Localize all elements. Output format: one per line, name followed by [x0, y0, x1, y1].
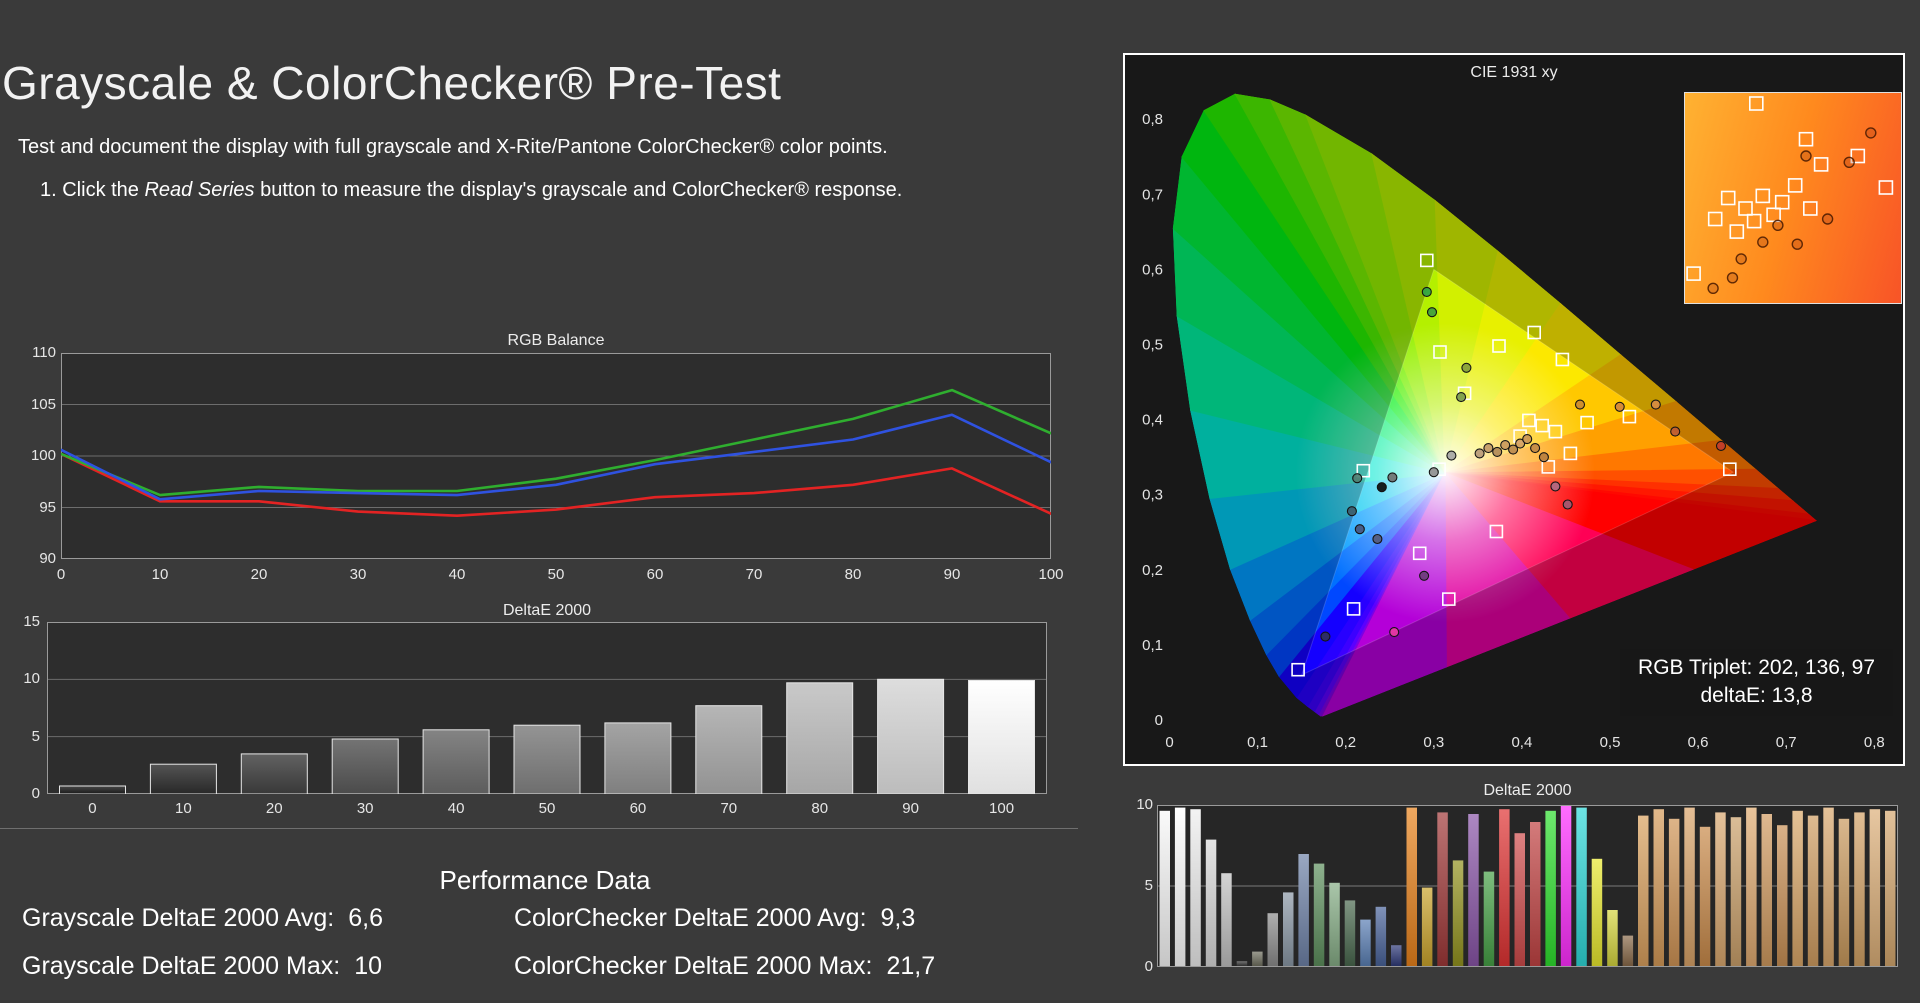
page-subtitle: Test and document the display with full …: [18, 136, 888, 158]
cie-inset-points: [1686, 96, 1894, 295]
grayscale-deltae-plot: [47, 622, 1047, 794]
cie-chart-panel: CIE 1931 xy 0 0,1 0,2 0,3 0,4 0,5 0,6 0,7 0,8 0 0,…: [1123, 53, 1905, 766]
cie-chart-title: CIE 1931 xy: [1470, 64, 1558, 81]
rgb-triplet-annotation: RGB Triplet: 202, 136, 97 deltaE: 13,8: [1620, 649, 1893, 716]
svg-text:0: 0: [1155, 712, 1163, 729]
svg-text:0,1: 0,1: [1142, 637, 1163, 654]
svg-text:0,2: 0,2: [1142, 562, 1163, 579]
stat-colorchecker-avg: ColorChecker DeltaE 2000 Avg: 9,3: [514, 904, 915, 933]
svg-text:0,3: 0,3: [1423, 734, 1444, 751]
instruction-prefix: 1. Click the: [40, 179, 145, 201]
page-title: Grayscale & ColorChecker® Pre-Test: [2, 57, 782, 109]
stat-grayscale-max-label: Grayscale DeltaE 2000 Max:: [22, 952, 341, 980]
svg-text:0,6: 0,6: [1142, 261, 1163, 278]
stat-colorchecker-avg-label: ColorChecker DeltaE 2000 Avg:: [514, 904, 867, 932]
svg-text:0,4: 0,4: [1142, 412, 1163, 429]
colorchecker-deltae-title: DeltaE 2000: [1483, 782, 1572, 799]
deltae-value: deltaE: 13,8: [1700, 684, 1813, 708]
performance-data-title: Performance Data: [439, 865, 651, 895]
svg-text:0,6: 0,6: [1688, 734, 1709, 751]
grayscale-deltae-chart: DeltaE 2000 15 10 5 0 0 10 20 30 40 50 60 70 80 90 100: [0, 602, 1100, 832]
read-series-reference: Read Series: [144, 179, 255, 201]
stat-colorchecker-max-label: ColorChecker DeltaE 2000 Max:: [514, 952, 873, 980]
svg-text:0: 0: [1165, 734, 1173, 751]
svg-text:0,5: 0,5: [1600, 734, 1621, 751]
colorchecker-deltae-plot: [1157, 805, 1898, 967]
svg-text:0,8: 0,8: [1864, 734, 1885, 751]
rgb-balance-title: RGB Balance: [507, 332, 605, 349]
instruction-suffix: button to measure the display's grayscal…: [254, 179, 903, 201]
svg-text:0,1: 0,1: [1247, 734, 1268, 751]
stat-grayscale-max-value: 10: [354, 952, 383, 980]
rgb-balance-chart: RGB Balance 110 105 100 95 90 0 10 20 30 40 50 60 70…: [30, 332, 1064, 583]
rgb-triplet-value: RGB Triplet: 202, 136, 97: [1638, 656, 1875, 679]
grayscale-deltae-title: DeltaE 2000: [502, 602, 592, 619]
svg-text:0,4: 0,4: [1511, 734, 1532, 751]
svg-text:0,7: 0,7: [1142, 186, 1163, 203]
stat-colorchecker-max-value: 21,7: [886, 952, 936, 980]
stat-colorchecker-avg-value: 9,3: [880, 904, 916, 932]
section-divider: [0, 828, 1078, 829]
stat-grayscale-max: Grayscale DeltaE 2000 Max: 10: [22, 952, 382, 981]
svg-text:0,7: 0,7: [1776, 734, 1797, 751]
stat-colorchecker-max: ColorChecker DeltaE 2000 Max: 21,7: [514, 952, 935, 981]
colorchecker-deltae-chart: DeltaE 2000 10 5 0: [1123, 780, 1905, 995]
stat-grayscale-avg-label: Grayscale DeltaE 2000 Avg:: [22, 904, 335, 932]
svg-text:0,2: 0,2: [1335, 734, 1356, 751]
svg-text:0,5: 0,5: [1142, 337, 1163, 354]
svg-text:0,3: 0,3: [1142, 487, 1163, 504]
stat-grayscale-avg: Grayscale DeltaE 2000 Avg: 6,6: [22, 904, 383, 933]
performance-data-section: Performance Data Grayscale DeltaE 2000 A…: [0, 852, 1090, 1002]
stat-grayscale-avg-value: 6,6: [348, 904, 383, 932]
cie-diagram: 0 0,1 0,2 0,3 0,4 0,5 0,6 0,7 0,8 0 0,1 0,2 0,3 0,4 0,…: [1142, 93, 1885, 751]
cie-inset-zoom: [1684, 92, 1902, 304]
svg-text:0,8: 0,8: [1142, 111, 1163, 128]
instruction-step-1: 1. Click the Read Series button to measu…: [40, 179, 902, 202]
rgb-balance-plot: [61, 353, 1051, 559]
